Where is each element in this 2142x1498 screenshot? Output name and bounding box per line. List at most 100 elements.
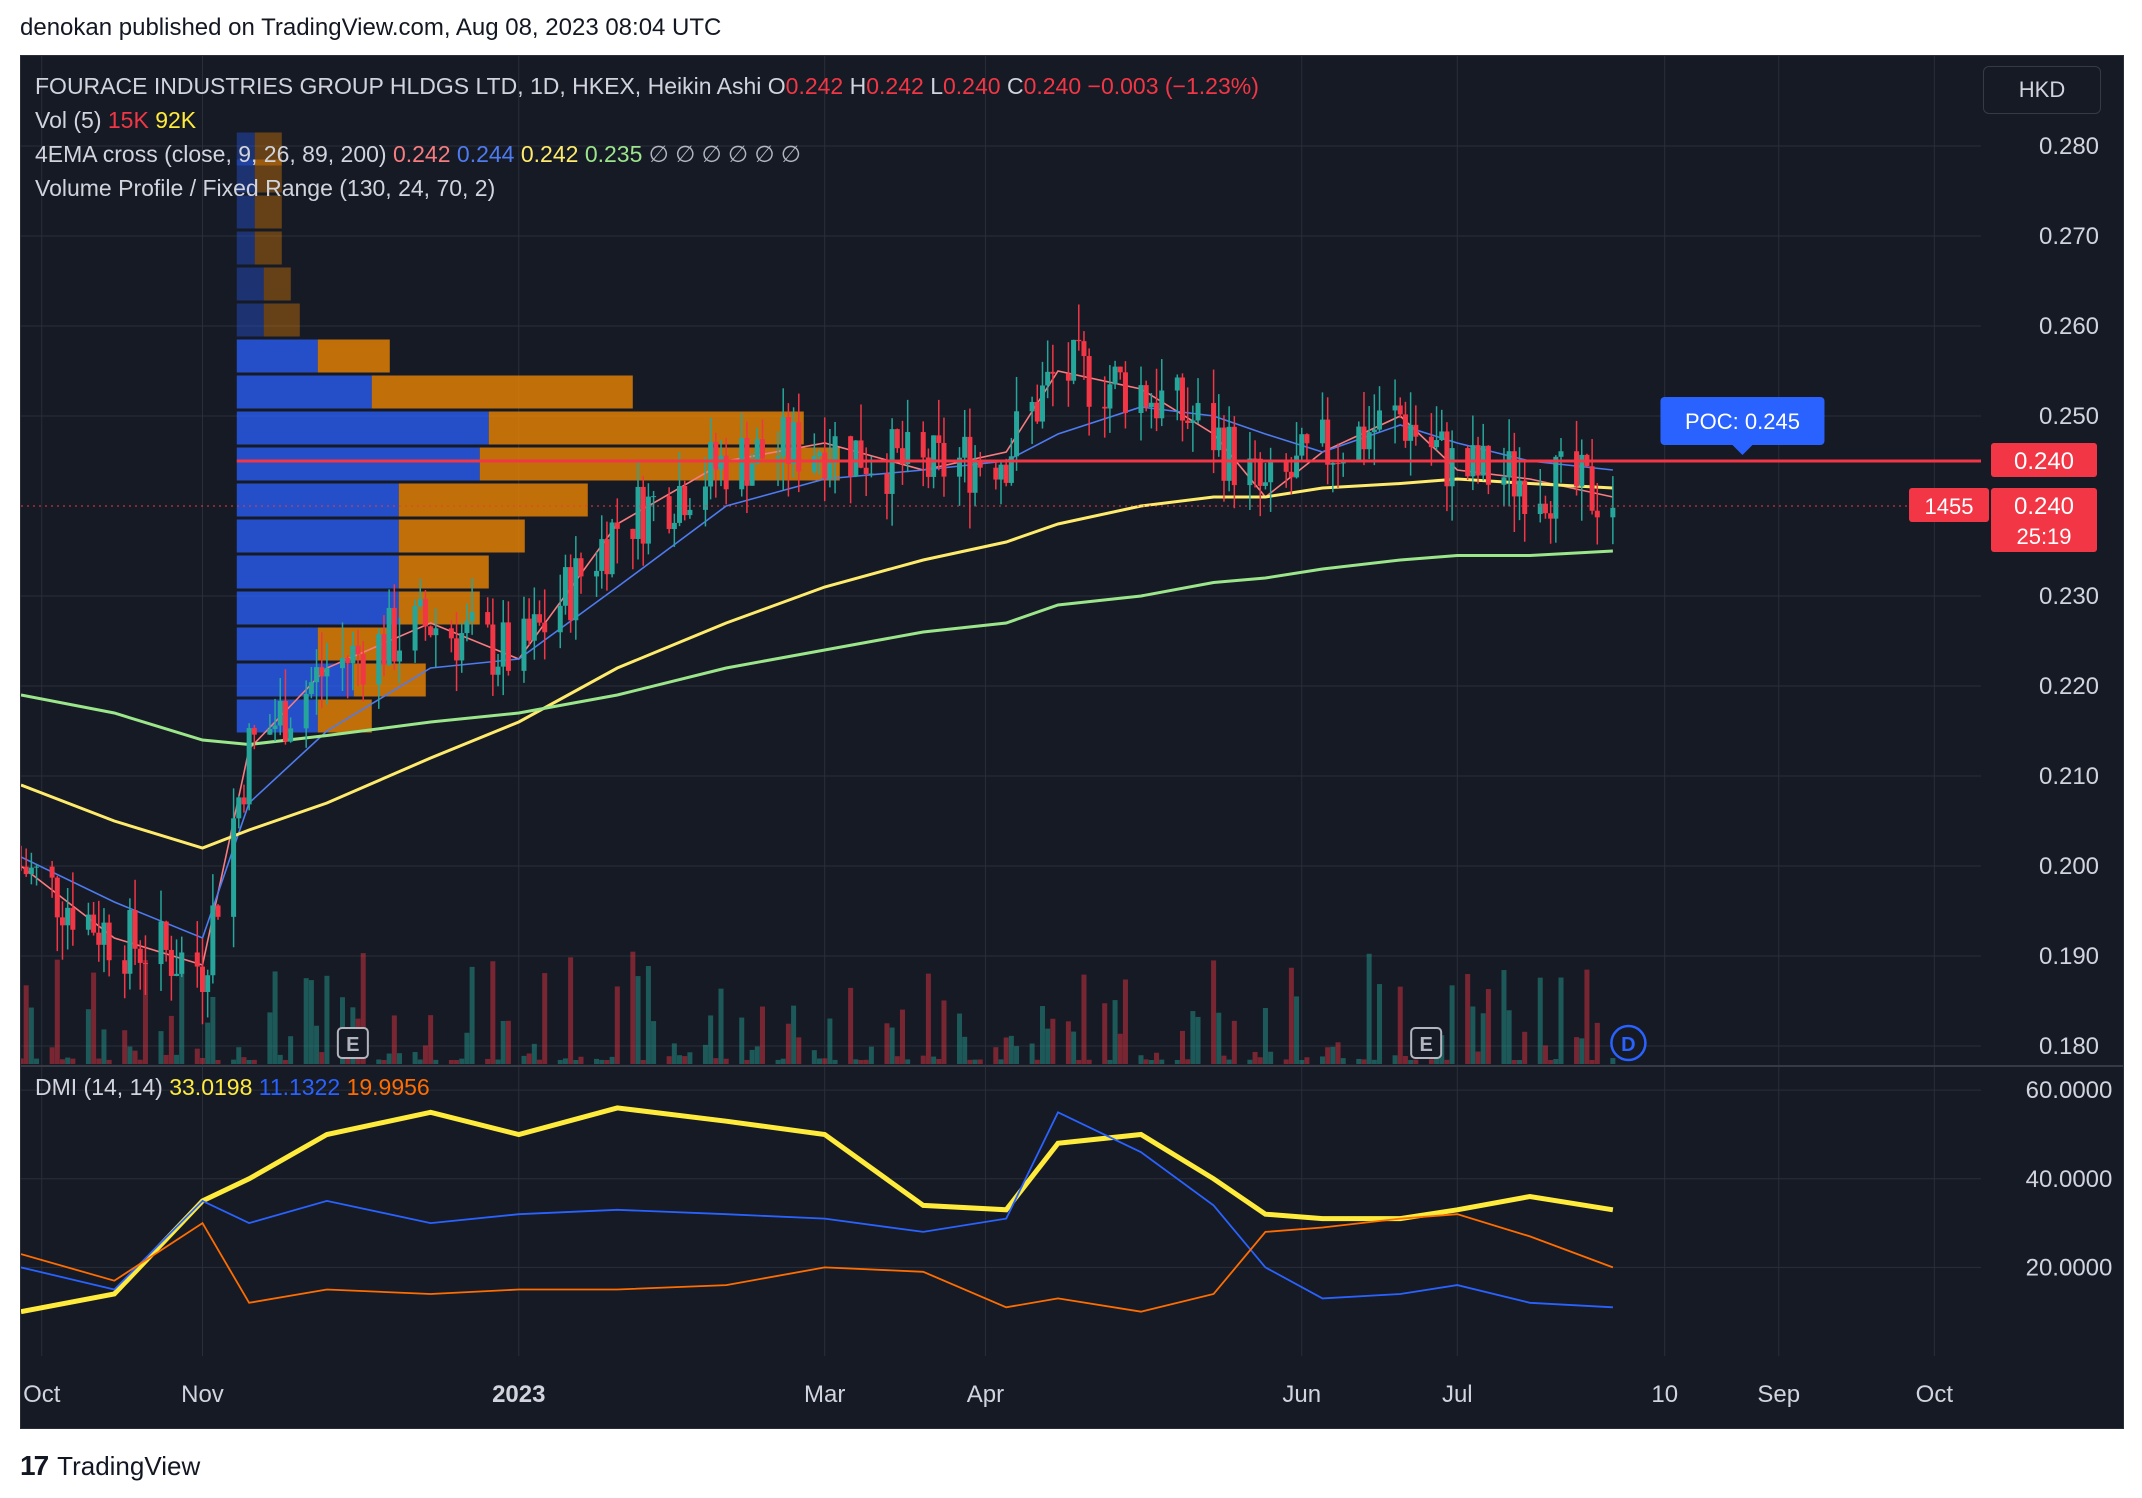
candle-body xyxy=(1211,403,1217,451)
volume-bar xyxy=(1195,1016,1201,1064)
volume-bar xyxy=(998,1059,1004,1064)
candle-body xyxy=(1537,503,1543,514)
volume-bar xyxy=(1465,974,1471,1064)
volume-bar xyxy=(1444,1059,1450,1064)
candle-body xyxy=(106,922,112,961)
candle-body xyxy=(609,522,615,575)
candle-body xyxy=(1377,410,1383,430)
candles xyxy=(18,304,1616,1025)
chart-frame[interactable]: POC: 0.245 E E D 0.280 0.270 0.260 0.250 0.230 0… xyxy=(18,55,2124,1429)
candle-body xyxy=(1288,471,1294,478)
volume-bar xyxy=(1039,1006,1045,1064)
candle-body xyxy=(1050,371,1056,374)
volume-bar xyxy=(1475,1051,1481,1064)
candle-body xyxy=(122,960,128,974)
volume-bar xyxy=(687,1052,693,1064)
poc-label-text: POC: 0.245 xyxy=(1685,409,1800,434)
candle-body xyxy=(754,439,760,464)
dmi-legend-part: 33.0198 xyxy=(169,1074,259,1100)
candle-body xyxy=(645,496,651,544)
volume-bar xyxy=(1335,1042,1341,1064)
volume-bar xyxy=(1449,985,1455,1064)
volume-bar xyxy=(967,1059,973,1064)
candle-body xyxy=(1444,431,1450,487)
candle-body xyxy=(85,914,91,930)
candle-body xyxy=(562,567,568,606)
candle-body xyxy=(1506,451,1512,478)
volume-bar xyxy=(381,1059,387,1064)
candle-body xyxy=(594,570,600,577)
candle-body xyxy=(899,448,905,464)
candle-body xyxy=(931,435,937,477)
candle-body xyxy=(1107,384,1113,409)
volume-bar xyxy=(1288,967,1294,1064)
volume-bar xyxy=(640,1059,646,1064)
volume-bar xyxy=(1216,1012,1222,1064)
currency-button[interactable]: HKD xyxy=(1983,66,2101,114)
volume-bar xyxy=(1122,979,1128,1064)
volume-bar xyxy=(884,1023,890,1064)
candle-body xyxy=(282,700,288,742)
vp-up-bar xyxy=(236,447,480,481)
candle-body xyxy=(1117,366,1123,373)
candle-body xyxy=(578,558,584,577)
volume-bar xyxy=(1231,1020,1237,1064)
candle-body xyxy=(319,667,325,677)
volume-bar xyxy=(817,1058,823,1064)
header-part: H xyxy=(850,73,867,99)
volume-bar xyxy=(70,1058,76,1064)
candle-body xyxy=(957,457,963,477)
volume-bar xyxy=(1117,1033,1123,1064)
volume-bar xyxy=(277,1054,283,1064)
volume-bar xyxy=(578,1056,584,1064)
candle-body xyxy=(568,567,574,621)
header-part: O xyxy=(768,73,786,99)
volume-bar xyxy=(858,1059,864,1064)
candle-body xyxy=(1610,507,1616,518)
candle-body xyxy=(759,439,765,459)
volume-bar xyxy=(319,1052,325,1064)
volume-bar xyxy=(1366,953,1372,1064)
volume-bar xyxy=(386,1053,392,1064)
candle-body xyxy=(1511,451,1517,497)
volume-bar xyxy=(827,1018,833,1064)
volume-bar xyxy=(1517,1059,1523,1064)
candle-body xyxy=(651,496,657,498)
volume-bar xyxy=(505,1020,511,1064)
vp-up-bar xyxy=(236,627,318,661)
volume-bar xyxy=(1584,969,1590,1064)
candle-body xyxy=(1392,405,1398,411)
candle-body xyxy=(1122,372,1128,413)
candle-body xyxy=(967,436,973,493)
time-tick: Jul xyxy=(1442,1381,1473,1408)
volume-bar xyxy=(1594,1022,1600,1064)
candle-body xyxy=(1361,426,1367,450)
candle-body xyxy=(936,435,942,443)
dmi-legend: DMI (14, 14) 33.0198 11.1322 19.9956 xyxy=(35,1074,430,1100)
candle-body xyxy=(288,728,294,742)
candle-body xyxy=(210,905,216,976)
volume-bar xyxy=(1408,1060,1414,1064)
volume-bar xyxy=(977,1059,983,1064)
candle-body xyxy=(1517,480,1523,497)
volume-bar xyxy=(1480,1013,1486,1064)
candle-body xyxy=(1154,402,1160,419)
volume-bar xyxy=(1299,1059,1305,1064)
volume-bar xyxy=(537,1059,543,1064)
candle-body xyxy=(231,818,237,917)
candle-body xyxy=(70,907,76,930)
candle-body xyxy=(355,645,361,655)
candle-body xyxy=(1325,419,1331,465)
candle-body xyxy=(422,599,428,627)
candle-body xyxy=(1143,385,1149,408)
volume-bar xyxy=(448,1059,454,1064)
volume-bar xyxy=(1086,1059,1092,1064)
candle-body xyxy=(671,522,677,530)
volume-bar xyxy=(65,1057,71,1064)
candle-body xyxy=(459,633,465,661)
volume-bar xyxy=(894,1056,900,1064)
candle-body xyxy=(1558,451,1564,457)
volume-bar xyxy=(889,1027,895,1064)
candle-body xyxy=(1397,405,1403,415)
